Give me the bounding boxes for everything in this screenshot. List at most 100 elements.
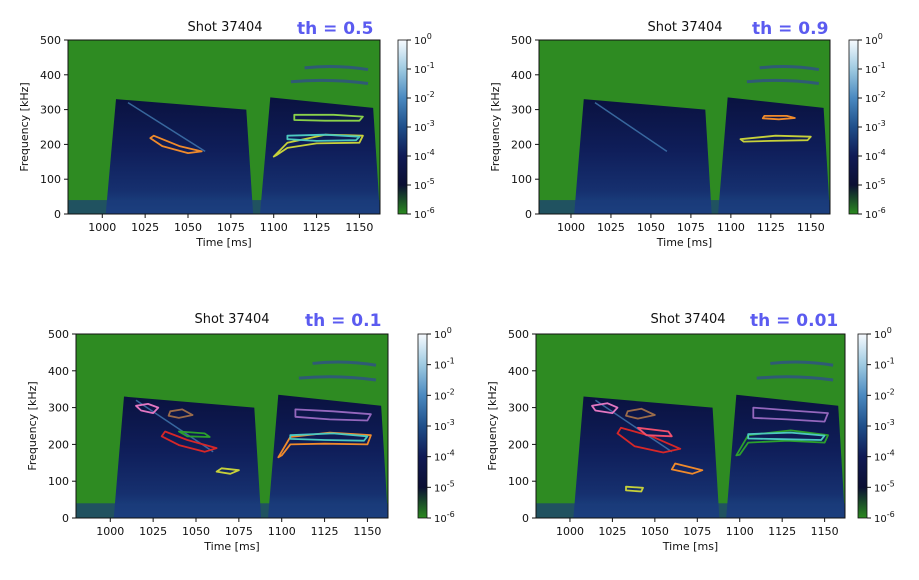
axes-frame: [538, 39, 831, 215]
x-tick-label: 1050: [641, 525, 669, 538]
colorbar-tick-label: 10-5: [434, 479, 455, 494]
colorbar-tick-label: 10-2: [865, 90, 886, 105]
x-tick-label: 1100: [717, 221, 745, 234]
y-tick-label: 200: [508, 438, 529, 451]
spectrogram-chart: 1000 1025 1050 1075 1100 1125 1150 0 100 200 300 40…: [26, 311, 455, 553]
axes-frame: [67, 39, 381, 215]
low-frequency-band: [68, 200, 380, 214]
chart-title: Shot 37404: [194, 312, 269, 327]
colorbar-tick-label: 10-3: [865, 119, 886, 134]
detection-contour: [637, 426, 673, 438]
threshold-label: th = 0.1: [305, 311, 381, 331]
x-tick-label: 1125: [757, 221, 785, 234]
y-tick-label: 100: [508, 475, 529, 488]
detection-contour: [286, 133, 361, 142]
y-tick-label: 500: [40, 34, 61, 47]
spectrogram-band: [105, 99, 254, 214]
detection-contour: [294, 408, 372, 422]
x-tick-label: 1100: [726, 525, 754, 538]
y-tick-label: 300: [511, 104, 532, 117]
x-tick-label: 1025: [139, 525, 167, 538]
colorbar-tick-label: 10-2: [414, 90, 435, 105]
chart-title: Shot 37404: [187, 20, 262, 35]
y-axis-label: Frequency [kHz]: [18, 82, 31, 171]
x-tick-label: 1150: [345, 221, 373, 234]
y-tick-label: 500: [48, 328, 69, 341]
colorbar-tick-label: 100: [414, 32, 432, 47]
detection-contour: [625, 407, 656, 420]
spectrogram-panel-th-0.1: 1000 1025 1050 1075 1100 1125 1150 0 100 200 300 40…: [0, 290, 460, 576]
y-tick-label: 100: [511, 173, 532, 186]
x-tick-label: 1025: [131, 221, 159, 234]
x-tick-label: 1050: [637, 221, 665, 234]
spectrogram-band: [726, 394, 845, 518]
y-tick-label: 400: [511, 69, 532, 82]
colorbar-tick-label: 10-1: [414, 61, 435, 76]
x-axis-label: Time [ms]: [656, 236, 712, 249]
x-tick-label: 1150: [353, 525, 381, 538]
detection-contour: [167, 408, 194, 419]
detection-contour: [747, 431, 826, 441]
spectrogram-band: [268, 394, 388, 518]
threshold-label: th = 0.9: [752, 19, 828, 39]
chart-title: Shot 37404: [650, 312, 725, 327]
detection-contour: [752, 406, 829, 423]
x-tick-label: 1000: [556, 525, 584, 538]
y-tick-label: 400: [40, 69, 61, 82]
x-tick-label: 1100: [260, 221, 288, 234]
colorbar-tick-label: 10-6: [874, 510, 895, 525]
x-tick-label: 1050: [174, 221, 202, 234]
spectrogram-panel-th-0.9: 1000 1025 1050 1075 1100 1125 1150 0 100 200 300 40…: [460, 0, 919, 285]
colorbar-tick-label: 10-6: [865, 206, 886, 221]
y-tick-label: 200: [40, 138, 61, 151]
colorbar-tick-label: 10-1: [874, 357, 895, 372]
y-tick-label: 400: [508, 365, 529, 378]
detection-contour: [135, 403, 160, 414]
colorbar-tick-label: 10-2: [874, 387, 895, 402]
colorbar-tick-label: 10-6: [434, 510, 455, 525]
low-frequency-band: [539, 200, 830, 214]
mode-streak: [298, 375, 377, 382]
colorbar-tick-label: 100: [434, 326, 452, 341]
detection-contour: [591, 402, 619, 414]
spectrogram-bands: [68, 64, 380, 214]
x-axis-label: Time [ms]: [662, 540, 718, 553]
colorbar: [417, 333, 428, 519]
colorbar-tick-label: 10-5: [874, 479, 895, 494]
x-tick-label: 1075: [217, 221, 245, 234]
x-axis-label: Time [ms]: [195, 236, 251, 249]
mode-streak: [304, 64, 369, 72]
spectrogram-chart: 1000 1025 1050 1075 1100 1125 1150 0 100 200 300 40…: [489, 19, 886, 249]
threshold-label: th = 0.5: [297, 19, 373, 39]
y-tick-label: 0: [522, 512, 529, 525]
colorbar: [848, 39, 859, 215]
colorbar-tick-label: 10-3: [414, 119, 435, 134]
low-frequency-band: [536, 503, 845, 518]
spectrogram-chart: 1000 1025 1050 1075 1100 1125 1150 0 100 200 300 40…: [18, 19, 435, 249]
spectrogram-panel-th-0.5: 1000 1025 1050 1075 1100 1125 1150 0 100 200 300 40…: [0, 0, 460, 285]
x-tick-label: 1100: [268, 525, 296, 538]
mode-streak: [746, 78, 820, 85]
spectrogram-bands: [539, 64, 830, 214]
detection-contour: [215, 467, 240, 475]
mode-streak: [312, 360, 377, 367]
low-frequency-band: [76, 503, 388, 518]
spectrogram-band: [573, 396, 720, 518]
y-axis-label: Frequency [kHz]: [486, 381, 499, 470]
mode-streak: [756, 375, 834, 382]
y-tick-label: 0: [525, 208, 532, 221]
x-axis-label: Time [ms]: [203, 540, 259, 553]
x-tick-label: 1025: [597, 221, 625, 234]
detection-contour: [160, 430, 218, 453]
x-tick-label: 1150: [811, 525, 839, 538]
detection-contour: [739, 134, 812, 143]
spectrogram-band: [113, 396, 262, 518]
spectrogram-chart: 1000 1025 1050 1075 1100 1125 1150 0 100 200 300 40…: [486, 311, 895, 553]
mode-streak: [594, 102, 668, 152]
colorbar-tick-label: 10-4: [865, 148, 886, 163]
colorbar-tick-label: 10-3: [874, 418, 895, 433]
spectrogram-band: [260, 97, 380, 214]
x-tick-label: 1075: [683, 525, 711, 538]
spectrogram-bands: [536, 360, 845, 518]
y-tick-label: 500: [508, 328, 529, 341]
